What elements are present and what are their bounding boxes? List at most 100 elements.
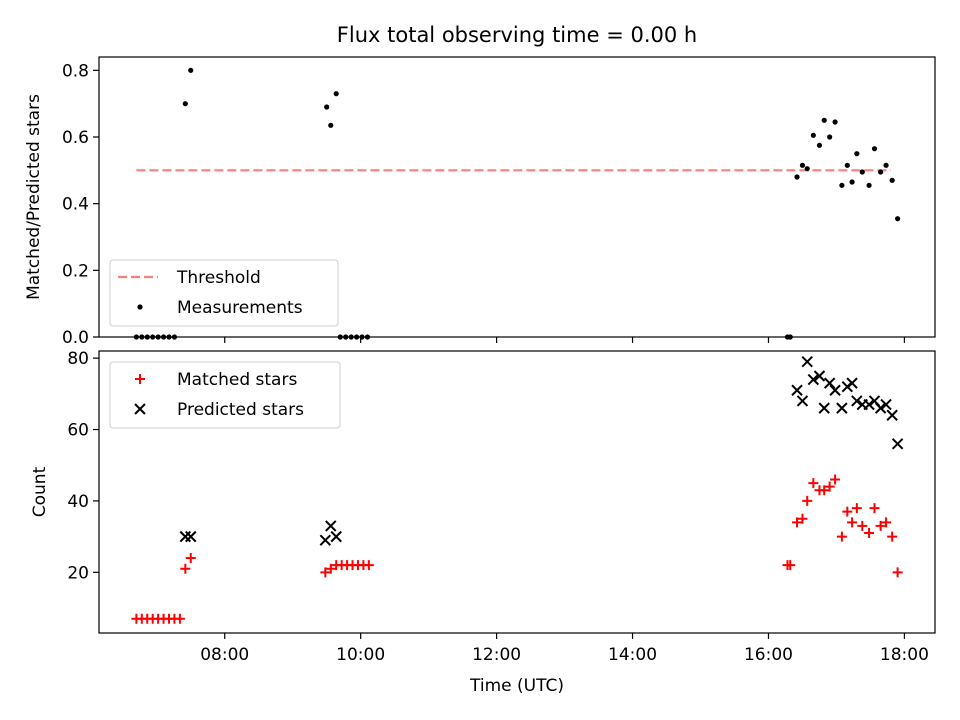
data-point (839, 182, 845, 188)
x-axis-label: Time (UTC) (469, 676, 564, 696)
y-tick-label: 0.8 (62, 61, 89, 81)
data-point (363, 560, 374, 571)
legend-box (109, 259, 339, 327)
x-tick-label: 16:00 (744, 645, 793, 665)
data-point (185, 553, 196, 564)
data-point (871, 146, 878, 152)
legend-box (109, 361, 341, 429)
data-point (832, 119, 838, 125)
data-point (818, 402, 830, 414)
data-point (881, 517, 892, 528)
data-point (886, 409, 898, 421)
data-point (895, 216, 901, 222)
x-tick-label: 10:00 (336, 645, 385, 665)
data-point (328, 122, 334, 128)
y-axis-label: Count (30, 466, 50, 517)
data-point (810, 132, 816, 138)
data-point (829, 384, 841, 396)
legend: Threshold Measurements (109, 259, 339, 327)
legend-label: Predicted stars (177, 400, 304, 420)
data-point (847, 517, 858, 528)
data-point (869, 503, 880, 514)
data-point (320, 567, 331, 578)
data-point (863, 398, 875, 411)
data-point (851, 395, 863, 407)
data-point (174, 613, 185, 624)
legend: Matched stars Predicted stars (109, 361, 341, 429)
legend-label: Threshold (176, 268, 261, 288)
data-point (802, 495, 813, 506)
x-tick-label: 14:00 (608, 645, 657, 665)
data-point (324, 104, 330, 110)
data-point (875, 520, 886, 531)
y-tick-label: 40 (67, 492, 89, 512)
y-tick-label: 60 (67, 421, 89, 441)
data-point (792, 517, 803, 528)
data-point (799, 162, 806, 168)
data-point (866, 182, 872, 188)
x-tick-label: 08:00 (200, 645, 249, 665)
chart-title: Flux total observing time = 0.00 h (337, 23, 697, 47)
data-point (182, 101, 188, 107)
data-point (854, 151, 860, 157)
y-tick-label: 0.2 (62, 261, 89, 281)
data-point (179, 530, 192, 543)
data-point (796, 395, 809, 407)
legend-swatch (135, 374, 145, 384)
data-point (878, 169, 884, 175)
data-point (821, 117, 827, 123)
data-point (880, 398, 892, 411)
data-point (325, 520, 337, 532)
data-point (874, 402, 887, 414)
data-point (180, 563, 191, 574)
data-point (813, 370, 826, 382)
data-point (330, 530, 342, 543)
axes-frame (98, 350, 936, 634)
data-point (891, 438, 904, 450)
data-point (859, 169, 865, 175)
data-point (319, 534, 332, 546)
data-point (846, 377, 858, 389)
legend-label: Measurements (177, 298, 303, 318)
data-point (883, 162, 889, 168)
legend-swatch (137, 304, 143, 310)
data-point (887, 531, 898, 542)
ratio-panel: 0.0 0.2 0.4 0.6 0.8 Matched/Predicted stars Th… (24, 56, 936, 348)
data-point (842, 506, 853, 517)
data-point (851, 503, 862, 514)
y-tick-label: 20 (67, 563, 89, 583)
data-point (844, 162, 850, 168)
data-point (849, 179, 855, 185)
data-point (889, 177, 895, 183)
data-point (836, 402, 848, 414)
data-point (785, 560, 796, 571)
data-point (892, 567, 903, 578)
legend-swatch (134, 403, 146, 415)
y-tick-label: 0.0 (62, 328, 89, 348)
data-point (794, 174, 800, 180)
legend-label: Matched stars (177, 370, 297, 390)
data-point (325, 563, 336, 574)
data-point (816, 142, 823, 148)
data-point (836, 531, 847, 542)
data-point (791, 384, 803, 396)
x-tick-label: 18:00 (880, 645, 929, 665)
data-point (830, 474, 841, 485)
data-point (797, 513, 808, 524)
data-point (824, 481, 835, 492)
series-matched-stars (131, 474, 903, 624)
data-point (827, 134, 833, 140)
series-predicted-stars (179, 356, 904, 546)
data-point (857, 520, 868, 531)
data-point (185, 530, 197, 543)
count-panel: 20 40 60 80 08:00 10:00 12:00 14:00 16:00 18:00 Co… (30, 349, 936, 696)
x-tick-label: 12:00 (472, 645, 521, 665)
data-point (864, 528, 875, 539)
data-point (823, 377, 836, 389)
data-point (801, 356, 813, 368)
data-point (808, 478, 819, 489)
data-point (804, 166, 810, 172)
axes-frame (98, 56, 936, 338)
data-point (807, 373, 820, 386)
